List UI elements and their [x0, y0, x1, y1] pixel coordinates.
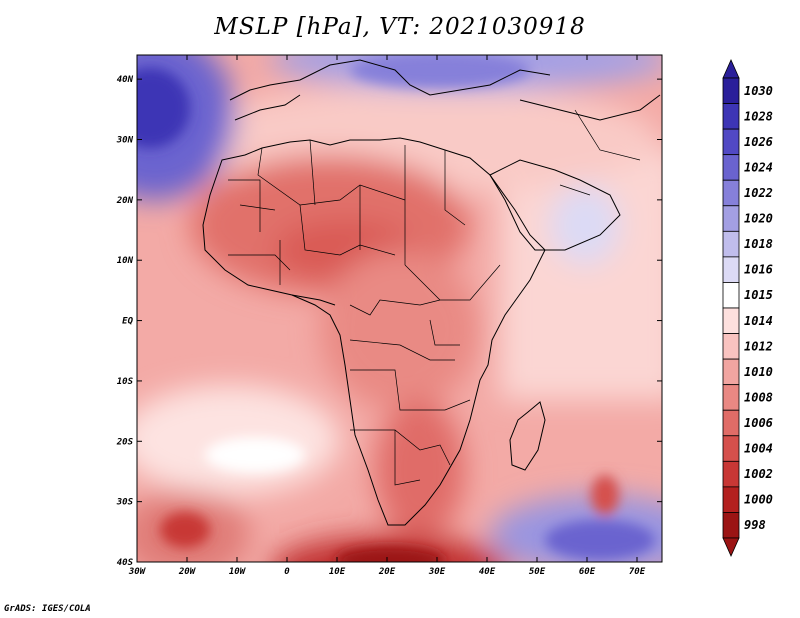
lat-tick-label: 10S [117, 377, 134, 387]
africa-coastline [202, 59, 661, 526]
colorbar-label: 1015 [744, 288, 773, 302]
colorbar-label: 998 [744, 518, 766, 532]
lat-tick-label: 30N [116, 136, 134, 146]
colorbar-label: 1022 [744, 186, 773, 200]
colorbar-label: 1026 [744, 135, 773, 149]
colorbar-swatch [722, 256, 740, 283]
lon-tick-label: 30W [128, 567, 147, 577]
lon-tick-label: 0 [284, 567, 290, 577]
lon-tick-label: 50E [529, 567, 546, 577]
colorbar-label: 1002 [744, 467, 773, 481]
lat-tick-label: 20S [116, 437, 134, 447]
colorbar-label: 1016 [744, 263, 773, 277]
colorbar-swatch [722, 128, 740, 156]
colorbar-swatch [722, 333, 740, 360]
colorbar-label: 1018 [744, 237, 773, 251]
colorbar-label: 1004 [744, 442, 773, 456]
lat-tick-label: 20N [116, 196, 134, 206]
grads-credit: GrADS: IGES/COLA [4, 604, 91, 614]
colorbar-label: 1028 [744, 109, 773, 123]
colorbar-swatch [722, 179, 740, 207]
colorbar-swatch [722, 358, 740, 386]
colorbar-swatch [722, 435, 740, 462]
colorbar-label: 1020 [744, 212, 773, 226]
colorbar-swatch [722, 409, 740, 437]
lat-tick-label: 40N [117, 75, 134, 85]
colorbar-swatch [722, 384, 740, 411]
colorbar-swatch [722, 230, 740, 258]
colorbar-swatch [722, 205, 740, 232]
plot-frame [136, 54, 663, 563]
colorbar-swatch [722, 154, 740, 181]
country-borders [228, 109, 641, 486]
lon-tick-label: 30E [428, 567, 446, 577]
colorbar-swatch [722, 307, 740, 334]
colorbar-label: 1030 [744, 84, 773, 98]
colorbar: 1030 1028 1026 1024 1022 1020 1018 1016 1015 1014… [722, 59, 773, 557]
colorbar-swatch [722, 460, 740, 488]
colorbar-label: 1000 [744, 493, 773, 507]
lat-tick-label: 30S [116, 498, 134, 508]
lon-tick-label: 60E [579, 567, 596, 577]
longitude-axis: 30W 20W 10W 0 10E 20E 30E 40E 50E 60E 70E [128, 55, 646, 577]
lon-tick-label: 10E [329, 567, 346, 577]
colorbar-label: 1006 [744, 416, 773, 430]
colorbar-swatch [722, 103, 740, 130]
lat-tick-label: EQ [122, 317, 133, 327]
lon-tick-label: 20W [178, 567, 197, 577]
map-title: MSLP [hPa], VT: 2021030918 [214, 14, 586, 40]
lon-tick-label: 70E [629, 567, 646, 577]
lon-tick-label: 10W [229, 567, 247, 577]
colorbar-bottom-arrow [722, 537, 740, 557]
colorbar-label: 1012 [744, 339, 773, 353]
colorbar-label: 1008 [744, 390, 773, 404]
colorbar-label: 1024 [744, 160, 773, 174]
colorbar-label: 1014 [744, 314, 773, 328]
colorbar-swatch [722, 77, 740, 104]
lon-tick-label: 20E [378, 567, 396, 577]
colorbar-swatch [722, 282, 740, 309]
colorbar-top-arrow [722, 59, 740, 79]
colorbar-swatch [722, 512, 740, 539]
lat-tick-label: 10N [117, 256, 134, 266]
lon-tick-label: 40E [479, 567, 496, 577]
colorbar-swatch [722, 486, 740, 513]
latitude-axis: 40N 30N 20N 10N EQ 10S 20S 30S 40S [116, 75, 662, 568]
colorbar-label: 1010 [744, 365, 773, 379]
lat-tick-label: 40S [117, 558, 134, 568]
